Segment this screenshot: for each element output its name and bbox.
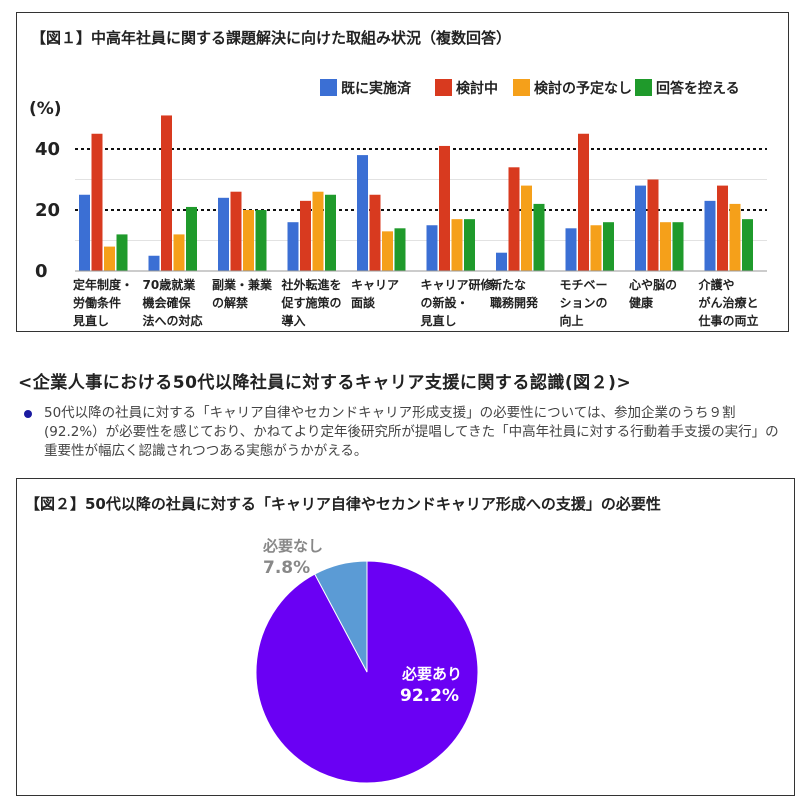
x-tick-label: 仕事の両立 [698,313,759,328]
bar [287,222,299,271]
bar [116,234,128,271]
legend-label: 検討の予定なし [534,80,632,97]
bar [357,155,368,271]
bar [426,225,438,271]
bar [255,210,267,271]
x-tick-label: 見直し [72,313,109,328]
x-tick-label: 法への対応 [143,313,203,328]
bar [533,203,545,271]
bar [603,222,614,271]
bar [451,219,463,271]
pie-slice-value: 92.2% [400,686,459,706]
bar [672,222,684,271]
x-tick-label: 職務開発 [490,295,539,310]
figure1-panel: 【図１】中高年社員に関する課題解決に向けた取組み状況（複数回答） (%) 40 20… [16,12,789,332]
y-axis-unit-label: (%) [29,99,62,119]
bullet-text: 50代以降の社員に対する「キャリア自律やセカンドキャリア形成支援」の必要性につい… [44,405,779,459]
bar [729,203,741,271]
x-tick-label: モチベー [560,278,608,292]
bar [464,219,475,271]
legend-label: 回答を控える [656,80,740,97]
bar [312,191,324,271]
x-tick-label: 見直し [420,313,457,328]
x-tick-label: 心や脳の [629,277,677,292]
bar [508,167,520,271]
bullet-icon [24,410,32,418]
x-tick-label: の解禁 [212,295,248,310]
bar [382,231,393,271]
x-tick-label: がん治療と [699,295,759,310]
x-tick-label: 機会確保 [143,295,192,310]
bar [79,194,90,271]
bar [325,194,336,271]
bar [230,191,242,271]
bar [439,145,450,271]
bar [660,222,671,271]
x-tick-label: キャリア研修 [421,277,494,292]
figure1-title: 【図１】中高年社員に関する課題解決に向けた取組み状況（複数回答） [31,29,512,47]
bullet-paragraph: 50代以降の社員に対する「キャリア自律やセカンドキャリア形成支援」の必要性につい… [24,404,784,461]
legend-swatch [320,79,337,96]
bar [521,185,532,271]
x-tick-label: 健康 [629,295,654,310]
bar [173,234,185,271]
legend-label: 既に実施済 [341,80,412,97]
x-tick-label: 新たな [490,277,526,292]
bar [369,194,381,271]
bar [394,228,406,271]
y-tick-label: 0 [35,261,48,282]
pie-slice-label: 必要あり [401,665,462,683]
bar [578,133,589,271]
legend-label: 検討中 [456,80,498,97]
figure2-panel: 【図２】50代以降の社員に対する「キャリア自律やセカンドキャリア形成への支援」の… [16,478,795,796]
bar [565,228,577,271]
bar [590,225,602,271]
bar [91,133,103,271]
x-tick-label: の新設・ [421,295,469,310]
x-tick-label: 促す施策の [281,295,342,310]
bar [161,115,172,271]
pie-slice [314,560,368,673]
figure2-title: 【図２】50代以降の社員に対する「キャリア自律やセカンドキャリア形成への支援」の… [25,495,661,513]
x-tick-label: 70歳就業 [143,277,197,292]
x-tick-label: 導入 [282,313,306,328]
bar [635,185,646,271]
pie-slice-value: 7.8% [263,558,310,578]
bar [496,252,507,271]
bar [742,219,753,271]
legend-swatch [513,79,530,96]
x-tick-label: 労働条件 [73,295,121,310]
legend-swatch [435,79,452,96]
x-tick-label: 副業・兼業 [212,277,273,292]
x-tick-label: 向上 [560,313,584,328]
bar [647,179,659,271]
x-tick-label: 社外転進を [281,277,342,292]
bar [300,200,311,271]
x-tick-label: ションの [560,296,608,310]
y-tick-label: 40 [35,139,60,160]
bar [104,246,115,271]
pie-slice-label: 必要なし [262,537,323,555]
bar [704,200,716,271]
x-tick-label: キャリア [351,278,399,292]
bar [186,206,197,271]
legend-swatch [635,79,652,96]
x-tick-label: 面談 [351,295,376,310]
y-tick-label: 20 [35,200,60,221]
x-tick-label: 介護や [698,277,735,292]
bar [148,255,160,271]
bar [218,197,229,271]
pie-chart: 必要あり 92.2% 必要なし 7.8% [255,537,479,784]
x-tick-label: 定年制度・ [73,277,133,292]
bar [243,210,254,271]
section-heading: <企業人事における50代以降社員に対するキャリア支援に関する認識(図２)> [18,373,632,393]
bar [717,185,728,271]
